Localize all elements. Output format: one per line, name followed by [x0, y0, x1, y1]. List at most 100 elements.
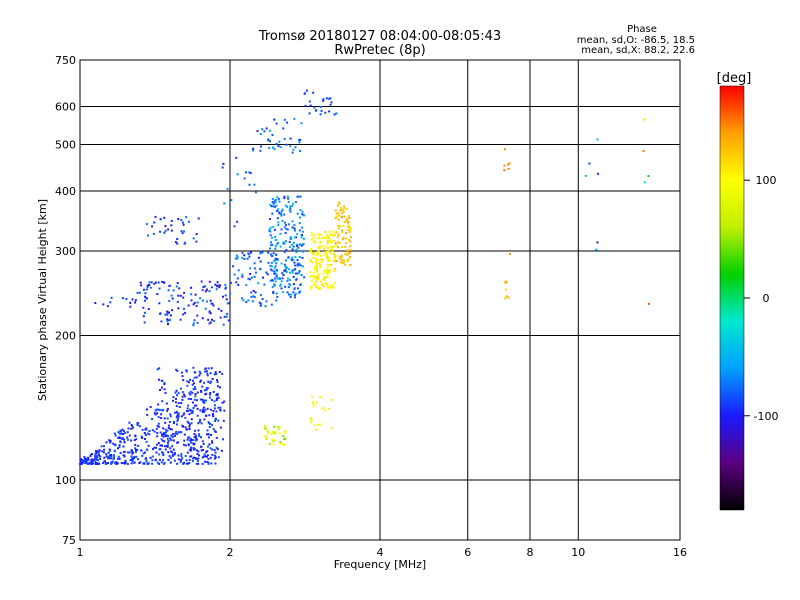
data-point [164, 448, 167, 451]
data-point [151, 429, 154, 432]
data-point [338, 214, 340, 217]
data-point [177, 415, 180, 418]
data-point [151, 455, 154, 458]
data-point [123, 438, 126, 441]
data-point [222, 323, 225, 326]
data-point [153, 412, 156, 415]
data-point [167, 439, 170, 442]
data-point [173, 411, 176, 414]
data-point [175, 368, 178, 371]
data-point [212, 410, 215, 412]
data-point [271, 269, 274, 272]
data-point [224, 283, 227, 286]
data-point [209, 392, 212, 394]
data-point [186, 384, 189, 387]
data-point [319, 287, 322, 290]
data-point [207, 462, 210, 465]
data-point [167, 289, 170, 292]
data-point [274, 247, 277, 250]
data-point [208, 280, 211, 283]
data-point [191, 460, 194, 463]
data-point [203, 418, 206, 421]
data-point [143, 288, 145, 291]
data-point [145, 288, 148, 291]
data-point [252, 289, 255, 292]
data-point [330, 240, 333, 243]
data-point [181, 232, 184, 235]
data-point [208, 393, 211, 396]
data-point [164, 421, 167, 424]
data-point [259, 267, 262, 270]
data-point [114, 444, 117, 446]
data-point [317, 274, 320, 277]
data-point [184, 426, 187, 429]
data-point [312, 256, 315, 259]
data-point [327, 263, 329, 266]
data-point [333, 260, 335, 263]
data-point [193, 436, 196, 439]
data-point [164, 225, 167, 228]
data-point [114, 434, 117, 437]
data-point [216, 381, 219, 384]
data-point [167, 451, 170, 454]
data-point [177, 413, 180, 416]
data-point [119, 451, 122, 454]
data-point [195, 399, 198, 402]
stats-x: mean, sd,X: 88.2, 22.6 [581, 45, 695, 56]
data-point [197, 450, 200, 453]
data-point [208, 290, 211, 293]
data-point [334, 255, 337, 257]
data-point [116, 447, 119, 450]
data-point [123, 430, 126, 433]
data-point [265, 127, 268, 130]
data-point [162, 435, 165, 438]
data-point [279, 245, 282, 248]
data-point [106, 305, 109, 308]
data-point [90, 462, 93, 465]
data-point [326, 259, 329, 262]
data-point [283, 221, 286, 224]
data-point [314, 257, 317, 260]
data-point [297, 138, 300, 141]
data-point [91, 461, 94, 464]
data-point [296, 264, 299, 267]
data-point [289, 145, 292, 148]
data-point [279, 441, 282, 443]
data-point [292, 291, 295, 294]
data-point [647, 175, 650, 178]
data-point [95, 457, 98, 460]
data-point [333, 257, 336, 260]
data-point [319, 233, 322, 236]
data-point [322, 272, 325, 275]
data-point [329, 264, 331, 267]
data-point [328, 250, 331, 253]
data-point [346, 259, 349, 262]
data-point [195, 404, 198, 407]
data-point [209, 299, 212, 302]
data-point [310, 421, 312, 424]
data-point [206, 407, 209, 410]
data-point [329, 252, 332, 255]
data-point [113, 450, 116, 453]
data-point [186, 380, 189, 383]
data-point [261, 128, 264, 131]
data-point [276, 295, 279, 298]
data-point [315, 276, 318, 279]
data-point [588, 162, 591, 165]
data-point [208, 426, 211, 428]
data-point [180, 455, 183, 458]
data-point [183, 461, 186, 464]
data-point [151, 462, 154, 465]
data-point [214, 283, 217, 286]
data-point [272, 430, 274, 433]
data-point [188, 436, 191, 439]
data-point [219, 386, 222, 389]
data-point [173, 459, 176, 462]
data-point [282, 127, 285, 130]
data-point [84, 462, 87, 465]
data-point [278, 140, 281, 143]
data-point [242, 299, 245, 302]
data-point [289, 237, 292, 240]
data-point [268, 228, 271, 231]
data-point [313, 234, 316, 237]
